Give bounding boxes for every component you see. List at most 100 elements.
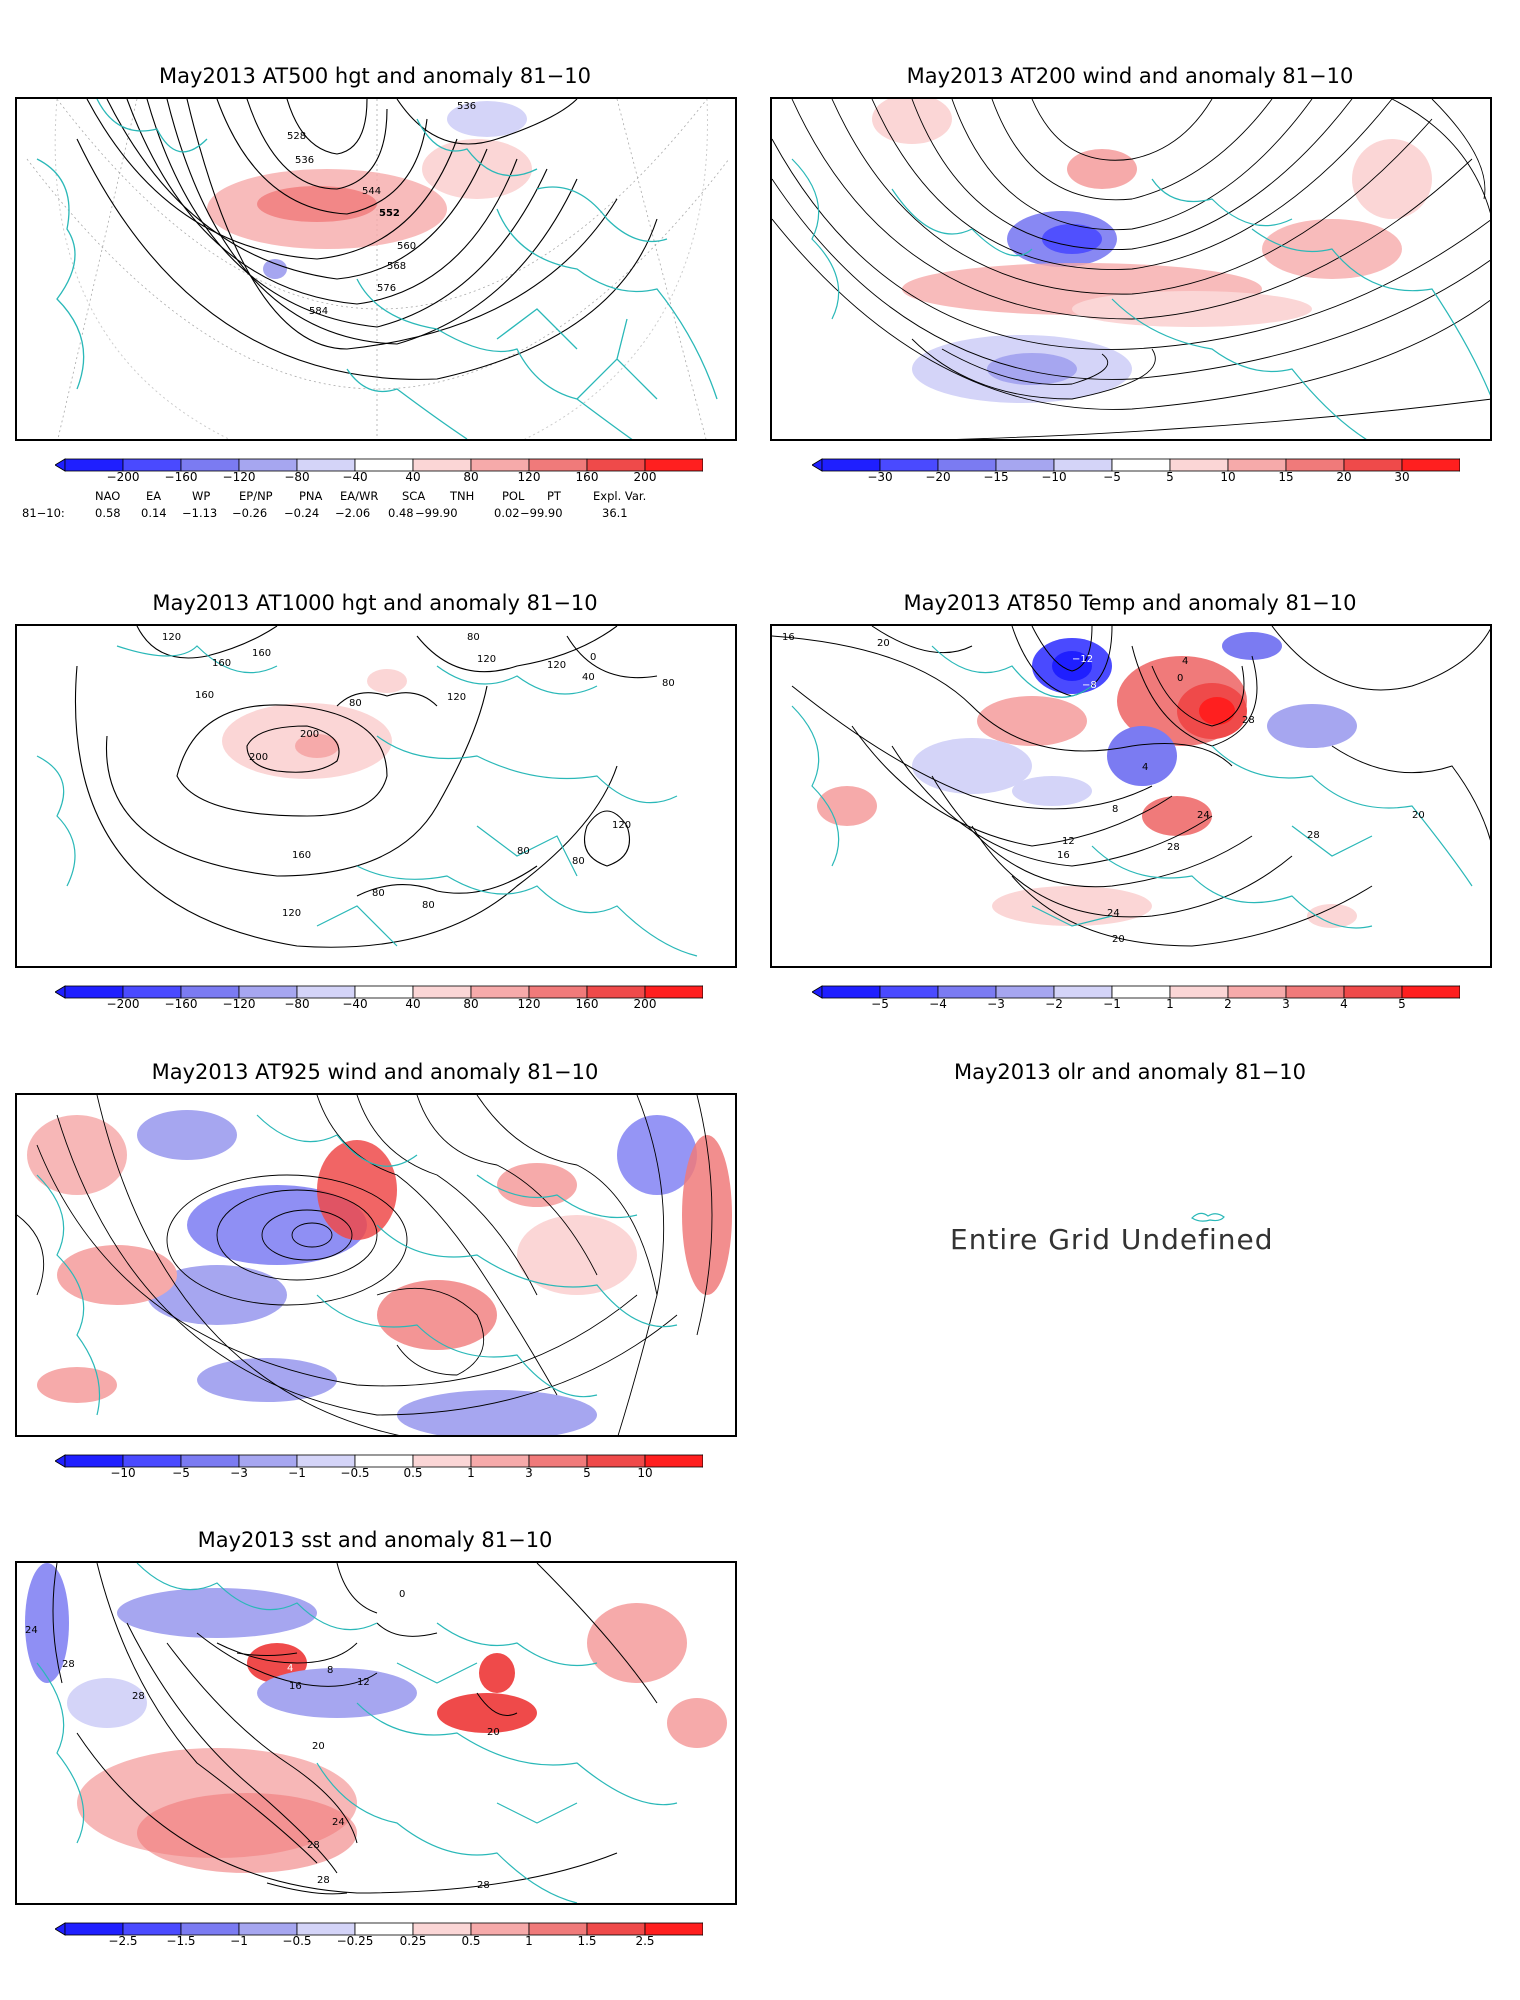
contour-label: 80: [349, 698, 362, 709]
colorbar-tick: −40: [342, 470, 368, 484]
index-value: −0.24: [284, 506, 320, 520]
colorbar-segment: [1401, 458, 1460, 472]
contour-label: 560: [397, 241, 416, 252]
index-header: Expl. Var.: [593, 489, 647, 503]
contour-label: 80: [467, 632, 480, 643]
contour-label: 28: [62, 1659, 75, 1670]
colorbar-tick: 160: [575, 470, 599, 484]
colorbar-segment: [1169, 458, 1229, 472]
colorbar-segment: [1227, 458, 1287, 472]
colorbar-tick: −3: [230, 1466, 248, 1480]
colorbar-tick: −120: [222, 997, 256, 1011]
contour-label: 28: [132, 1691, 145, 1702]
contour-label: 160: [212, 658, 231, 669]
map-at1000-canvas: 120 160 160 160 200 200 160 120 80 120 8…: [36, 626, 698, 957]
colorbar-tick: −3: [987, 997, 1005, 1011]
colorbar-tick: 120: [517, 470, 541, 484]
colorbar-segment: [1343, 458, 1403, 472]
index-value: 0.14: [141, 506, 167, 520]
contour-label: 528: [287, 131, 306, 142]
contour-label: 120: [162, 632, 181, 643]
map-at850-canvas: 16 20 −12 −8 4 0 28 4 8 12 16 24 28 28 2…: [772, 626, 1490, 947]
colorbar-tick: 40: [405, 997, 421, 1011]
panel-title-olr: May2013 olr and anomaly 81−10: [953, 1060, 1307, 1084]
olr-undefined-message: Entire Grid Undefined: [950, 1223, 1274, 1256]
contour-label: 28: [317, 1875, 330, 1886]
colorbar-tick: 120: [517, 997, 541, 1011]
contour-label: 20: [1112, 934, 1125, 945]
contour-label: 120: [447, 692, 466, 703]
colorbar-tick: −2.5: [108, 1934, 138, 1948]
colorbar-at925: −10 −5 −3 −1 −0.5 0.5 1 3 5 10: [55, 1454, 703, 1488]
colorbar-tick: 10: [637, 1466, 653, 1480]
colorbar-segment: [1285, 458, 1345, 472]
contour-label: 28: [1242, 715, 1255, 726]
colorbar-tick: −200: [106, 997, 140, 1011]
colorbar-tick: 200: [633, 997, 657, 1011]
index-header: EA/WR: [340, 489, 379, 503]
colorbar-tick: 2: [1224, 997, 1232, 1011]
index-header: POL: [502, 489, 525, 503]
colorbar-tick: 0.5: [461, 1934, 481, 1948]
index-value: −1.13: [182, 506, 218, 520]
colorbar-tick: 3: [1282, 997, 1290, 1011]
contour-label: 24: [332, 1817, 345, 1828]
contour-label: 120: [477, 654, 496, 665]
colorbar-tick: −120: [222, 470, 256, 484]
index-value: −99.90: [415, 506, 458, 520]
colorbar-tick: −4: [929, 997, 947, 1011]
colorbar-at200: −30 −20 −15 −10 −5 5 10 15 20 30: [812, 458, 1460, 492]
contour-label: 120: [547, 660, 566, 671]
colorbar-tick: −30: [867, 470, 893, 484]
contour-label: 12: [357, 1677, 370, 1688]
index-header: EP/NP: [239, 489, 273, 503]
index-value: −0.26: [232, 506, 268, 520]
index-value: 36.1: [602, 506, 628, 520]
colorbar-segment: [1227, 985, 1287, 999]
contour-label: 0: [399, 1589, 405, 1600]
colorbar-tick: −80: [284, 470, 310, 484]
panel-title-at850: May2013 AT850 Temp and anomaly 81−10: [903, 591, 1357, 615]
index-header: NAO: [95, 489, 121, 503]
contour-label: 0: [590, 652, 596, 663]
contour-label: 80: [422, 900, 435, 911]
index-header: SCA: [402, 489, 426, 503]
contour-label: 4: [1182, 656, 1188, 667]
contour-label: 4: [287, 1663, 293, 1674]
contour-label: 0: [1177, 673, 1183, 684]
colorbar-segment: [644, 985, 703, 999]
contour-label: 8: [1112, 804, 1118, 815]
colorbar-tick: −5: [1103, 470, 1121, 484]
contour-label: 200: [300, 729, 319, 740]
contour-label: 12: [1062, 836, 1075, 847]
contour-label: 584: [309, 306, 328, 317]
contour-label: 24: [1107, 908, 1120, 919]
colorbar-tick: −160: [164, 470, 198, 484]
colorbar-end-cap: [812, 458, 823, 472]
colorbar-tick: 20: [1336, 470, 1352, 484]
index-header: TNH: [450, 489, 475, 503]
index-header: PNA: [299, 489, 323, 503]
colorbar-tick: 5: [583, 1466, 591, 1480]
contour-label: 576: [377, 283, 396, 294]
contour-label: −12: [1072, 654, 1093, 665]
contour-label: 20: [487, 1727, 500, 1738]
index-value: 0.58: [95, 506, 121, 520]
colorbar-segment: [644, 1922, 703, 1936]
colorbar-tick: 3: [525, 1466, 533, 1480]
contour-label: 160: [292, 850, 311, 861]
colorbar-tick: −1: [288, 1466, 306, 1480]
colorbar-tick: −10: [1041, 470, 1067, 484]
contour-label: 544: [362, 186, 381, 197]
colorbar-tick: −5: [172, 1466, 190, 1480]
colorbar-segment: [1343, 985, 1403, 999]
colorbar-tick: −0.25: [336, 1934, 374, 1948]
colorbar-tick: 5: [1166, 470, 1174, 484]
colorbar-tick: 80: [463, 470, 479, 484]
colorbar-tick: −15: [983, 470, 1009, 484]
contour-label: 28: [477, 1880, 490, 1891]
colorbar-tick: −10: [110, 1466, 136, 1480]
contour-label: 536: [457, 101, 476, 112]
colorbar-tick: −5: [871, 997, 889, 1011]
colorbar-at1000: −200 −160 −120 −80 −40 40 80 120 160 200: [55, 985, 703, 1019]
